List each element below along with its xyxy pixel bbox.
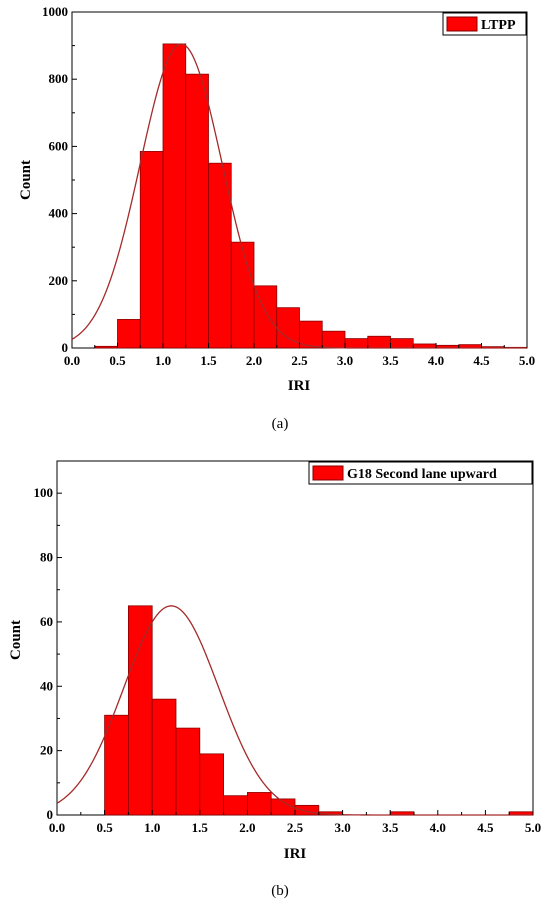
- x-tick-label: 0.5: [109, 353, 126, 368]
- histogram-bar: [199, 753, 225, 816]
- x-tick-label: 0.0: [64, 353, 80, 368]
- histogram-bar: [104, 714, 129, 816]
- x-tick-label: 3.5: [382, 353, 399, 368]
- histogram-bar: [175, 727, 201, 816]
- x-tick-label: 4.5: [477, 820, 494, 835]
- histogram-bar: [294, 804, 320, 816]
- histogram-bar: [139, 151, 164, 349]
- y-tick-label: 800: [49, 71, 69, 86]
- legend-swatch-a: [446, 16, 478, 32]
- x-tick-label: 2.0: [239, 820, 255, 835]
- histogram-bar: [246, 792, 272, 816]
- histogram-bar: [151, 698, 177, 816]
- histogram-panel-a: 0.0 0.5 1.0 1.5 2.0 2.5 3.0 3.5 4.0 4.5 5.0 0 200 40…: [18, 4, 535, 432]
- y-tick-label: 80: [40, 550, 53, 565]
- legend-a: LTPP: [442, 12, 527, 36]
- y-tick-label: 40: [40, 678, 53, 693]
- legend-swatch-b: [312, 465, 344, 481]
- x-tick-label: 2.5: [287, 820, 304, 835]
- x-tick-label: 2.0: [246, 353, 262, 368]
- x-tick-label: 0.0: [49, 820, 65, 835]
- y-tick-label: 600: [49, 138, 69, 153]
- histogram-bar: [321, 330, 346, 349]
- bars-b: [104, 605, 534, 816]
- x-axis-title-b: IRI: [284, 846, 307, 862]
- y-tick-label: 0: [62, 340, 69, 355]
- legend-label-b: G18 Second lane upward: [347, 467, 497, 482]
- x-tick-label: 3.0: [334, 820, 350, 835]
- x-tick-label: 3.0: [337, 353, 353, 368]
- x-tick-label: 5.0: [519, 353, 535, 368]
- y-axis-title-b: Count: [8, 620, 24, 660]
- y-tick-label: 60: [40, 614, 53, 629]
- x-tick-label: 1.0: [144, 820, 160, 835]
- legend-b: G18 Second lane upward: [308, 461, 533, 485]
- x-tick-label: 1.5: [192, 820, 209, 835]
- histogram-bar: [185, 73, 209, 349]
- y-axis-title-a: Count: [18, 160, 34, 200]
- caption-b: (b): [271, 883, 289, 899]
- x-axis-title-a: IRI: [288, 378, 311, 394]
- x-tick-label: 2.5: [291, 353, 308, 368]
- histogram-bar: [223, 795, 248, 816]
- histogram-bar: [162, 43, 187, 349]
- x-tick-label: 4.5: [473, 353, 490, 368]
- x-ticks-b: 0.0 0.5 1.0 1.5 2.0 2.5 3.0 3.5 4.0 4.5 5.0: [49, 810, 541, 835]
- x-tick-label: 5.0: [525, 820, 541, 835]
- histogram-bar: [367, 335, 391, 349]
- histogram-panel-b: 0.0 0.5 1.0 1.5 2.0 2.5 3.0 3.5 4.0 4.5 5.0 0 20 40 6…: [8, 460, 541, 899]
- histogram-bar: [117, 319, 141, 349]
- y-tick-label: 400: [49, 206, 69, 221]
- histogram-bar: [94, 345, 118, 349]
- y-ticks-a: 0 200 400 600 800 1000: [42, 4, 77, 355]
- caption-a: (a): [272, 416, 289, 432]
- histogram-bar: [344, 338, 369, 349]
- histogram-bar: [230, 241, 255, 349]
- x-tick-label: 3.5: [382, 820, 399, 835]
- y-tick-label: 200: [49, 273, 69, 288]
- x-ticks-a: 0.0 0.5 1.0 1.5 2.0 2.5 3.0 3.5 4.0 4.5 5.0: [64, 343, 535, 368]
- y-tick-label: 0: [47, 807, 54, 822]
- x-tick-label: 4.0: [428, 353, 444, 368]
- legend-label-a: LTPP: [481, 18, 516, 33]
- y-tick-label: 1000: [42, 4, 68, 19]
- x-tick-label: 1.0: [155, 353, 171, 368]
- normal-fit-curve-b: [56, 605, 533, 816]
- y-ticks-b: 0 20 40 60 80 100: [34, 485, 62, 822]
- histogram-bar: [390, 338, 414, 349]
- x-tick-label: 4.0: [430, 820, 446, 835]
- histogram-bar: [127, 605, 153, 816]
- bars-a: [94, 43, 528, 349]
- legend-box-b: [308, 461, 533, 485]
- y-tick-label: 20: [40, 743, 53, 758]
- y-tick-label: 100: [34, 485, 54, 500]
- x-tick-label: 1.5: [200, 353, 217, 368]
- x-tick-label: 0.5: [96, 820, 113, 835]
